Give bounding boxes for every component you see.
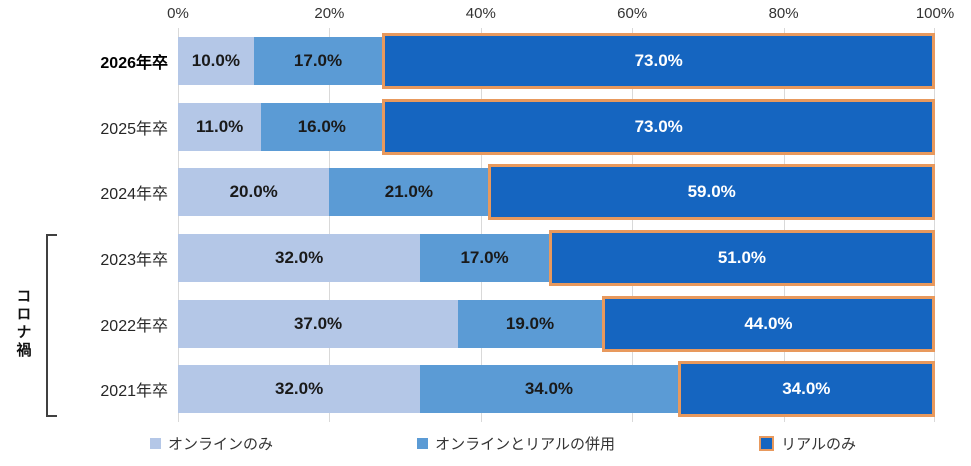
legend-item-real-only: リアルのみ xyxy=(759,433,856,454)
category-label: 2023年卒 xyxy=(100,251,168,269)
bar-segment: 32.0% xyxy=(178,233,421,282)
legend-item-online-only: オンラインのみ xyxy=(150,433,273,454)
legend-marker-real-only-icon xyxy=(759,436,775,451)
gridlines xyxy=(178,28,935,422)
x-tick: 40% xyxy=(465,5,496,22)
category-label: 2022年卒 xyxy=(100,317,168,335)
bar-segment: 37.0% xyxy=(178,299,459,348)
legend-item-online-and-real: オンラインとリアルの併用 xyxy=(417,433,615,454)
bar-row: 2025年卒 11.0% 16.0% 73.0% xyxy=(0,94,935,160)
bar-segment: 16.0% xyxy=(261,102,383,151)
legend-marker-online-and-real-icon xyxy=(417,438,429,449)
bar-segment: 34.0% xyxy=(420,365,678,414)
x-tick: 20% xyxy=(314,5,345,22)
bar-track: 32.0% 34.0% 34.0% xyxy=(178,361,935,418)
category-label: 2024年卒 xyxy=(100,186,168,204)
bar-row: 2021年卒 32.0% 34.0% 34.0% xyxy=(0,356,935,422)
bar-segment: 73.0% xyxy=(382,98,935,155)
legend-marker-online-only-icon xyxy=(150,438,161,449)
bar-segment: 73.0% xyxy=(382,32,935,89)
bar-track: 10.0% 17.0% 73.0% xyxy=(178,32,935,89)
bar-segment: 21.0% xyxy=(329,168,489,217)
bar-row: 2024年卒 20.0% 21.0% 59.0% xyxy=(0,159,935,225)
corona-bracket xyxy=(46,234,57,417)
bar-row: 2022年卒 37.0% 19.0% 44.0% xyxy=(0,291,935,357)
bar-segment: 17.0% xyxy=(253,36,383,85)
category-label: 2021年卒 xyxy=(100,383,168,401)
bar-segment: 11.0% xyxy=(178,102,262,151)
x-axis: 0% 20% 40% 60% 80% 100% xyxy=(167,5,954,25)
x-tick: 100% xyxy=(915,5,955,22)
bar-segment: 51.0% xyxy=(548,229,935,286)
legend: オンラインのみ オンラインとリアルの併用 リアルのみ xyxy=(150,433,856,454)
bar-track: 37.0% 19.0% 44.0% xyxy=(178,295,935,352)
x-tick: 60% xyxy=(617,5,648,22)
corona-bracket-label: コロナ禍 xyxy=(14,287,32,360)
category-label: 2025年卒 xyxy=(100,120,168,138)
category-label: 2026年卒 xyxy=(100,54,168,72)
legend-label: リアルのみ xyxy=(781,436,856,453)
legend-label: オンラインのみ xyxy=(168,436,274,453)
bar-row: 2023年卒 32.0% 17.0% 51.0% xyxy=(0,225,935,291)
bar-segment: 32.0% xyxy=(178,365,421,414)
bar-segment: 34.0% xyxy=(677,361,935,418)
bar-track: 32.0% 17.0% 51.0% xyxy=(178,229,935,286)
bar-segment: 59.0% xyxy=(488,164,935,221)
x-tick: 0% xyxy=(167,5,189,22)
bar-row: 2026年卒 10.0% 17.0% 73.0% xyxy=(0,28,935,94)
bar-segment: 17.0% xyxy=(420,233,549,282)
bar-segment: 19.0% xyxy=(458,299,602,348)
bar-track: 20.0% 21.0% 59.0% xyxy=(178,164,935,221)
bar-segment: 44.0% xyxy=(601,295,935,352)
x-tick: 80% xyxy=(768,5,799,22)
rows: 2026年卒 10.0% 17.0% 73.0% 2025年卒 11.0% 16.0% 73.… xyxy=(0,28,935,422)
legend-label: オンラインとリアルの併用 xyxy=(435,436,615,453)
bar-segment: 20.0% xyxy=(178,168,330,217)
bar-segment: 10.0% xyxy=(178,36,254,85)
bar-track: 11.0% 16.0% 73.0% xyxy=(178,98,935,155)
